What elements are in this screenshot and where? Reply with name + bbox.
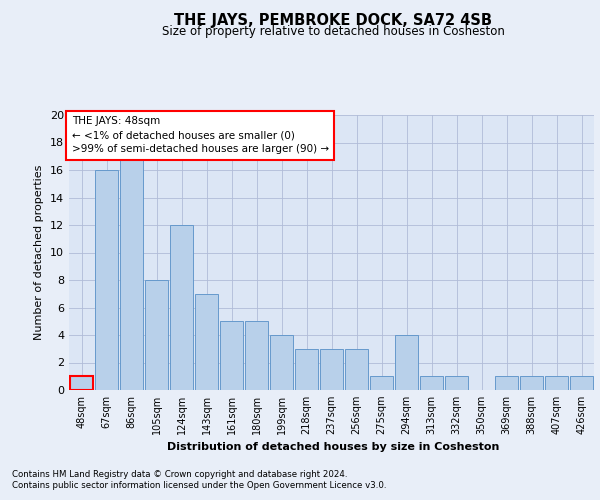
Text: THE JAYS: 48sqm
← <1% of detached houses are smaller (0)
>99% of semi-detached h: THE JAYS: 48sqm ← <1% of detached houses… — [71, 116, 329, 154]
Bar — [119, 156, 143, 390]
Bar — [245, 322, 268, 390]
Bar — [395, 335, 418, 390]
Bar — [269, 335, 293, 390]
Bar — [545, 376, 568, 390]
Bar — [170, 225, 193, 390]
Bar — [194, 294, 218, 390]
Text: Distribution of detached houses by size in Cosheston: Distribution of detached houses by size … — [167, 442, 499, 452]
Bar — [520, 376, 544, 390]
Bar — [220, 322, 244, 390]
Bar — [95, 170, 118, 390]
Bar — [569, 376, 593, 390]
Bar — [370, 376, 394, 390]
Text: Contains HM Land Registry data © Crown copyright and database right 2024.: Contains HM Land Registry data © Crown c… — [12, 470, 347, 479]
Text: Contains public sector information licensed under the Open Government Licence v3: Contains public sector information licen… — [12, 481, 386, 490]
Bar — [494, 376, 518, 390]
Bar — [344, 349, 368, 390]
Bar — [70, 376, 94, 390]
Bar — [145, 280, 169, 390]
Bar — [295, 349, 319, 390]
Y-axis label: Number of detached properties: Number of detached properties — [34, 165, 44, 340]
Bar — [445, 376, 469, 390]
Bar — [320, 349, 343, 390]
Bar — [419, 376, 443, 390]
Text: THE JAYS, PEMBROKE DOCK, SA72 4SB: THE JAYS, PEMBROKE DOCK, SA72 4SB — [174, 12, 492, 28]
Text: Size of property relative to detached houses in Cosheston: Size of property relative to detached ho… — [161, 25, 505, 38]
